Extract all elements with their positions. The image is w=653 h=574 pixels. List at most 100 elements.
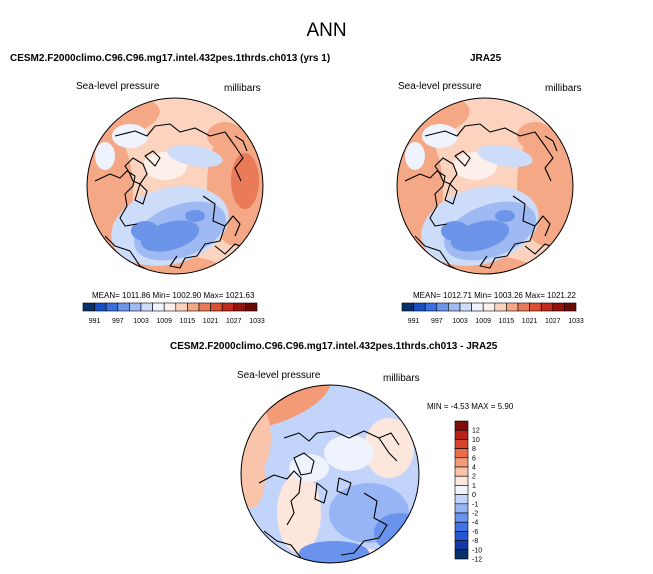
- panel-3-colorbar-swatch: [454, 457, 469, 468]
- panel-2-variable: Sea-level pressure: [398, 81, 482, 92]
- panel-3-colorbar-tick-label: -2: [472, 511, 478, 518]
- panel-1-colorbar-swatch: [117, 302, 130, 312]
- panel-3-coastline: [293, 452, 315, 476]
- panel-1-colorbar-swatch: [210, 302, 223, 312]
- panel-3-colorbar-tick-label: 6: [472, 455, 476, 462]
- panel-2-colorbar-swatch: [506, 302, 519, 312]
- panel-2-slp-low: [422, 124, 458, 148]
- panel-2-coastline: [424, 123, 554, 182]
- panel-2-colorbar-swatch: [424, 302, 438, 312]
- panel-1-coastline: [169, 195, 226, 269]
- panel-1-colorbar-swatch: [187, 302, 200, 312]
- panel-3-colorbar-tick-label: -10: [472, 547, 482, 554]
- panel-2-map-border: [396, 97, 574, 275]
- panel-1-colorbar-tick-label: 1021: [203, 318, 219, 325]
- panel-3-diff-negative: [329, 483, 409, 543]
- panel-1-colorbar-swatch: [105, 302, 119, 312]
- panel-3-map: [240, 384, 420, 564]
- panel-1-colorbar-swatch: [82, 302, 95, 312]
- panel-3-diff-near-zero: [289, 454, 329, 482]
- panel-2-coastline: [404, 170, 448, 227]
- panel-1-map-border: [86, 97, 264, 275]
- panel-1-slp-high: [207, 122, 243, 150]
- panel-3-stats: MIN = -4.53 MAX = 5.90: [427, 402, 514, 411]
- panel-3-colorbar-tick-label: -1: [472, 501, 478, 508]
- panel-2-units: millibars: [545, 83, 582, 94]
- panel-1-colorbar: 991 997 1003 1009 1015 1021 1027 1033: [82, 302, 265, 325]
- panel-1-colorbar-swatch: [175, 302, 188, 312]
- panel-2-colorbar-tick-label: 1027: [545, 318, 561, 325]
- panel-2-colorbar-tick-label: 1009: [475, 318, 491, 325]
- panel-3-colorbar-tick-label: -6: [472, 529, 478, 536]
- panel-2-colorbar: 991 997 1003 1009 1015 1021 1027 1033: [401, 302, 584, 325]
- panel-2-colorbar-swatch: [517, 302, 530, 312]
- panel-1-colorbar-swatch: [94, 302, 107, 312]
- panel-2-colorbar-swatch: [482, 302, 496, 312]
- panel-2-slp-high: [541, 153, 569, 209]
- panel-2-colorbar-tick-label: 1015: [499, 318, 515, 325]
- panel-3-colorbar-swatch: [454, 429, 469, 440]
- panel-3-colorbar-swatch: [454, 448, 469, 459]
- panel-2-coastline: [544, 135, 558, 152]
- panel-2-colorbar-tick-label: 991: [408, 318, 420, 325]
- panel-1-units: millibars: [224, 83, 261, 94]
- panel-3-diff-positive: [277, 473, 321, 553]
- panel-1-colorbar-tick-label: 1027: [226, 318, 242, 325]
- panel-1-coastline: [124, 157, 148, 185]
- panel-1-variable: Sea-level pressure: [76, 81, 160, 92]
- panel-1-slp-low: [95, 142, 115, 170]
- panel-3-colorbar-swatch: [454, 475, 469, 486]
- panel-1-colorbar-swatch: [140, 302, 153, 312]
- panel-3-colorbar-swatch: [454, 512, 469, 523]
- panel-2-slp-low: [405, 142, 425, 170]
- panel-2-colorbar-swatch: [459, 302, 472, 312]
- panel-3-diff-positive: [241, 448, 265, 508]
- panel-2-slp-high: [517, 122, 553, 150]
- panel-1-slp-low: [112, 124, 148, 148]
- panel-3-diff-positive: [364, 418, 414, 478]
- panel-3-map-border: [240, 384, 420, 564]
- panel-3-colorbar-tick-label: 10: [472, 437, 480, 444]
- panel-3-coastline: [258, 470, 302, 526]
- panel-3-colorbar-swatch: [454, 466, 469, 477]
- panel-2-colorbar-tick-label: 1021: [522, 318, 538, 325]
- panel-2-slp-low: [477, 145, 533, 167]
- panel-1-slp-low: [131, 221, 159, 241]
- panel-1-colorbar-swatch: [233, 302, 246, 312]
- panel-2-coastline: [534, 215, 551, 237]
- panel-3-colorbar-tick-label: -8: [472, 538, 478, 545]
- panel-1-coastline: [94, 170, 138, 227]
- panel-3-colorbar-swatch: [454, 439, 469, 449]
- panel-1-colorbar-tick-label: 1003: [133, 318, 149, 325]
- panel-1-slp-low: [167, 145, 223, 167]
- panel-3-colorbar-tick-label: 2: [472, 474, 476, 481]
- panel-3-coastline: [263, 530, 302, 559]
- panel-3-colorbar-tick-label: 1: [472, 483, 476, 490]
- panel-2-colorbar-tick-label: 1003: [452, 318, 468, 325]
- panel-3-colorbar-swatch: [454, 549, 469, 560]
- panel-2-colorbar-tick-label: 997: [431, 318, 443, 325]
- panel-1-colorbar-swatch: [198, 302, 211, 312]
- panel-2-colorbar-swatch: [436, 302, 449, 312]
- panel-2-colorbar-swatch: [401, 302, 414, 312]
- panel-2-colorbar-swatch: [494, 302, 507, 312]
- panel-1-coastline: [134, 183, 148, 205]
- panel-2-colorbar-swatch: [564, 302, 577, 312]
- panel-1-colorbar-swatch: [221, 302, 235, 312]
- panel-3-variable: Sea-level pressure: [237, 370, 321, 381]
- panel-1-coastline: [144, 150, 161, 167]
- panel-1-colorbar-tick-label: 1015: [180, 318, 196, 325]
- panel-2-stats: MEAN= 1012.71 Min= 1003.26 Max= 1021.22: [413, 291, 576, 300]
- panel-3-coastline: [314, 482, 328, 504]
- panel-2-case-title: JRA25: [470, 53, 502, 64]
- panel-2-colorbar-swatch: [552, 302, 565, 312]
- panel-3-colorbar-tick-label: 0: [472, 492, 476, 499]
- panel-3-colorbar-tick-label: -4: [472, 520, 478, 527]
- panel-1-colorbar-swatch: [245, 302, 258, 312]
- panel-2-coastline: [434, 157, 458, 185]
- panel-2-coastline: [454, 150, 471, 167]
- panel-2-slp-low: [441, 221, 469, 241]
- panel-2-colorbar-tick-label: 1033: [568, 318, 584, 325]
- panel-3-coastline: [378, 432, 400, 446]
- panel-3-case-title: CESM2.F2000climo.C96.C96.mg17.intel.432p…: [170, 341, 498, 352]
